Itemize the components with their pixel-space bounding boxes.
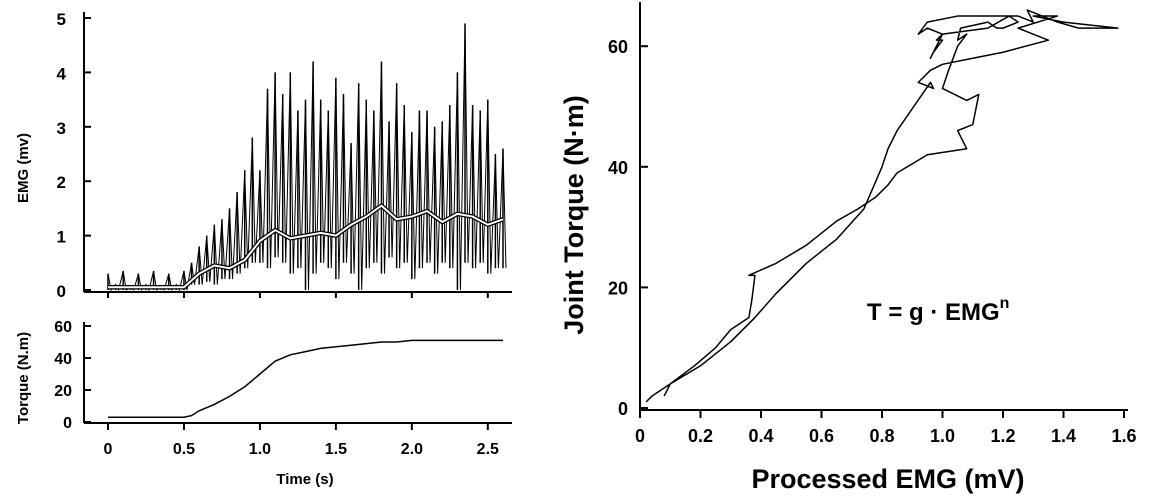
equation-text: T = g · EMG — [867, 299, 1000, 326]
relation-x-tick-label: 0.2 — [688, 426, 713, 446]
relation-x-tick-label: 0 — [635, 426, 645, 446]
torque-x-tick-label: 0.5 — [173, 441, 195, 458]
relation-y-tick-label: 0 — [618, 399, 628, 419]
torque-y-tick-label: 60 — [54, 319, 72, 336]
relation-axes: 0 20 40 60 0 0.2 0.4 0.6 0.8 1.0 1.2 1.4 1.6 — [608, 2, 1137, 446]
torque-x-tick-label: 2.0 — [401, 441, 423, 458]
torque-x-tick-label: 1.5 — [325, 441, 347, 458]
torque-y-tick-label: 20 — [54, 383, 72, 400]
torque-y-tick-label: 0 — [63, 415, 72, 432]
equation-superscript: n — [1000, 295, 1010, 312]
relation-x-tick-label: 0.4 — [748, 426, 773, 446]
joint-torque-y-axis-label: Joint Torque (N·m) — [559, 95, 589, 334]
emg-y-tick-label: 2 — [57, 173, 66, 192]
relation-y-tick-label: 20 — [608, 278, 628, 298]
torque-y-axis-label: Torque (N.m) — [15, 332, 32, 424]
relation-series-group — [645, 9, 1119, 403]
torque-x-tick-label: 1.0 — [249, 441, 271, 458]
emg-y-tick-label: 0 — [57, 282, 66, 301]
relation-y-tick-label: 40 — [608, 158, 628, 178]
torque-series-line — [108, 339, 503, 418]
torque-y-tick-label: 40 — [54, 351, 72, 368]
emg-processed-series-line — [108, 204, 504, 289]
relation-panel: 0 20 40 60 0 0.2 0.4 0.6 0.8 1.0 1.2 1.4 1.6 Joint T… — [559, 2, 1137, 494]
emg-axes: 0 1 2 3 4 5 — [57, 10, 512, 301]
torque-x-tick-label: 0 — [104, 441, 113, 458]
emg-y-tick-label: 3 — [57, 119, 66, 138]
emg-y-tick-label: 1 — [57, 228, 66, 247]
torque-panel: 0 20 40 60 0 0.5 1.0 1.5 2.0 2.5 Torque (N.m) Tim… — [15, 319, 512, 488]
torque-series-group — [108, 339, 503, 418]
relation-x-tick-label: 1.6 — [1111, 426, 1136, 446]
torque-x-tick-label: 2.5 — [477, 441, 499, 458]
relation-x-tick-label: 0.8 — [869, 426, 894, 446]
relation-series-line — [645, 9, 1119, 403]
relation-y-tick-label: 60 — [608, 37, 628, 57]
relation-x-tick-label: 0.6 — [809, 426, 834, 446]
torque-axes: 0 20 40 60 0 0.5 1.0 1.5 2.0 2.5 — [54, 319, 512, 458]
relation-x-tick-label: 1.4 — [1051, 426, 1076, 446]
emg-y-tick-label: 5 — [57, 10, 66, 29]
emg-y-axis-label: EMG (mv) — [15, 133, 32, 203]
relation-x-tick-label: 1.2 — [990, 426, 1015, 446]
model-equation-annotation: T = g · EMGn — [867, 295, 1009, 326]
emg-series-group — [107, 23, 507, 292]
emg-y-tick-label: 4 — [57, 64, 67, 83]
relation-x-tick-label: 1.0 — [930, 426, 955, 446]
emg-panel: 0 1 2 3 4 5 EMG (mv) — [15, 10, 512, 301]
time-x-axis-label: Time (s) — [276, 471, 333, 488]
processed-emg-x-axis-label: Processed EMG (mV) — [751, 464, 1024, 494]
